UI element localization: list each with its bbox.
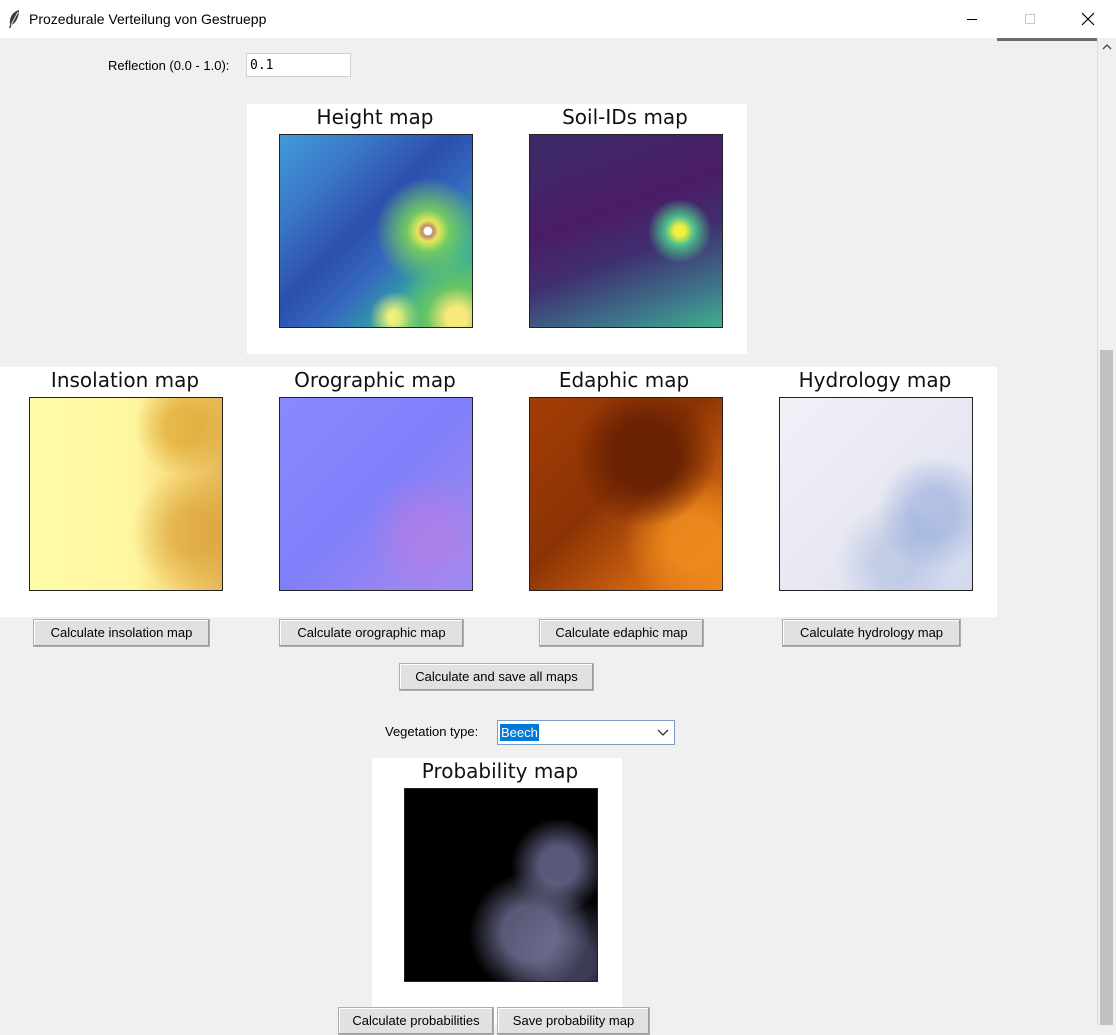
orographic-map-title: Orographic map <box>294 368 456 392</box>
insolation-map-title: Insolation map <box>50 368 200 392</box>
hydrology-map-image <box>779 397 973 591</box>
save-probability-map-button[interactable]: Save probability map <box>497 1007 650 1035</box>
feather-icon <box>9 10 19 28</box>
height-map-title: Height map <box>316 105 434 129</box>
calculate-edaphic-button[interactable]: Calculate edaphic map <box>539 619 704 647</box>
calculate-save-all-button[interactable]: Calculate and save all maps <box>399 663 594 691</box>
hydrology-map-title: Hydrology map <box>798 368 952 392</box>
vegetation-type-value[interactable]: Beech <box>500 724 539 741</box>
scroll-up-icon[interactable] <box>1101 41 1113 53</box>
minimize-icon <box>967 19 977 20</box>
vegetation-type-label: Vegetation type: <box>385 724 479 739</box>
minimize-button[interactable] <box>949 0 995 38</box>
soil-map-title: Soil-IDs map <box>562 105 688 129</box>
chevron-down-icon[interactable] <box>657 727 669 737</box>
height-map-image <box>279 134 473 328</box>
probability-map-title: Probability map <box>421 759 579 783</box>
calculate-insolation-button[interactable]: Calculate insolation map <box>33 619 210 647</box>
probability-map-image <box>404 788 598 982</box>
edaphic-map-title: Edaphic map <box>558 368 690 392</box>
window-edge <box>997 38 1097 41</box>
reflection-label: Reflection (0.0 - 1.0): <box>108 58 230 73</box>
edaphic-map-image <box>529 397 723 591</box>
title-bar <box>0 0 1116 38</box>
maximize-button[interactable] <box>1007 0 1053 38</box>
window-title: Prozedurale Verteilung von Gestruepp <box>29 11 267 27</box>
orographic-map-image <box>279 397 473 591</box>
scrollbar-thumb[interactable] <box>1100 350 1113 1025</box>
reflection-input[interactable] <box>246 53 351 77</box>
insolation-map-image <box>29 397 223 591</box>
calculate-hydrology-button[interactable]: Calculate hydrology map <box>782 619 961 647</box>
close-icon <box>1081 12 1095 26</box>
soil-map-image <box>529 134 723 328</box>
maximize-icon <box>1025 14 1035 24</box>
close-button[interactable] <box>1065 0 1111 38</box>
calculate-orographic-button[interactable]: Calculate orographic map <box>279 619 464 647</box>
calculate-probabilities-button[interactable]: Calculate probabilities <box>338 1007 494 1035</box>
